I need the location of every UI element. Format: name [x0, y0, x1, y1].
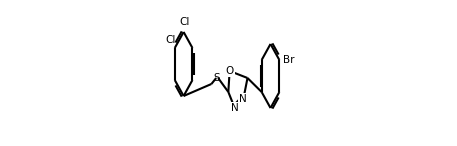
Text: O: O	[225, 66, 234, 76]
Text: Cl: Cl	[165, 35, 175, 45]
Text: Br: Br	[283, 55, 295, 65]
Text: N: N	[239, 94, 247, 104]
Text: S: S	[213, 73, 219, 83]
Text: Cl: Cl	[180, 17, 190, 27]
Text: N: N	[231, 103, 239, 113]
